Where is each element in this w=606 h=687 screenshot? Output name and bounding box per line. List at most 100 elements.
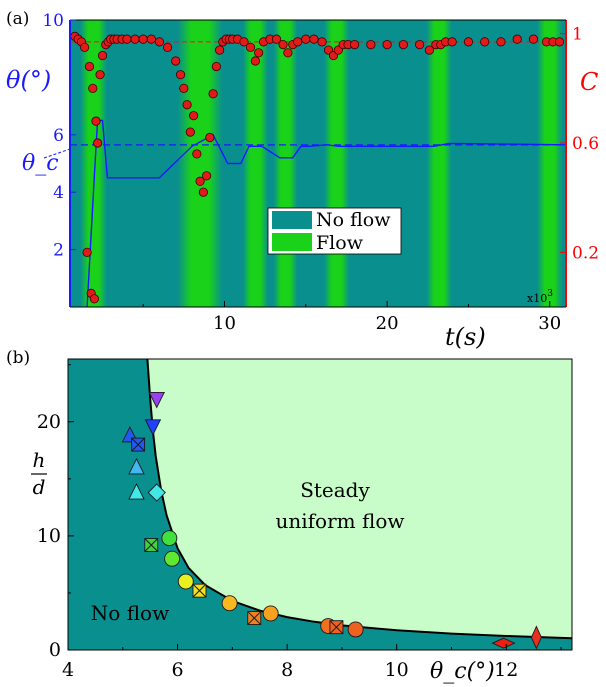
panel-a-label: (a) (6, 9, 29, 29)
x-tick-label-b: 4 (62, 659, 74, 681)
c-point (239, 37, 249, 47)
c-point (97, 50, 108, 61)
c-point (89, 294, 99, 304)
point-square-x-cross (329, 620, 344, 635)
y-right-tick-label: 1 (572, 25, 583, 45)
y-right-label: C (580, 68, 598, 96)
c-point (195, 176, 205, 186)
c-point (208, 89, 218, 99)
x-tick-label-a: 30 (538, 313, 561, 334)
c-point (202, 171, 212, 181)
flow-band (537, 20, 563, 307)
y-right-tick-label: 0.6 (572, 134, 599, 154)
point-square-x-cross (192, 583, 207, 598)
point-square-x-cross (144, 538, 159, 552)
legend: No flow Flow (267, 207, 402, 255)
point-circle (221, 595, 238, 612)
y-tick-label-b: 0 (49, 639, 61, 661)
c-point (95, 70, 105, 80)
c-point (480, 37, 490, 47)
c-point (205, 132, 215, 143)
c-point (93, 138, 103, 148)
y-tick-label-b: 20 (37, 411, 61, 433)
flow-band (324, 20, 350, 307)
c-point (245, 42, 256, 52)
point-circle (262, 605, 279, 622)
c-point (283, 48, 293, 58)
x-tick-label-b: 12 (494, 659, 518, 681)
point-circle (161, 530, 178, 547)
theta-c-label: θ_c (22, 151, 59, 176)
c-point (398, 39, 408, 50)
point-triangle-up (128, 483, 145, 500)
c-point (88, 83, 98, 93)
point-circle (177, 573, 194, 590)
scatter-points (121, 391, 542, 650)
c-point (278, 39, 288, 50)
point-triangle-up (128, 457, 145, 475)
x-tick-label-a: 20 (376, 313, 399, 334)
x-tick-label-b: 10 (385, 659, 409, 681)
c-point (192, 149, 202, 159)
panel-a: (a) 10 20 30 2 4 6 10 0.2 0.6 1 θ(°) θ_c C x103 t… (6, 9, 599, 351)
axis-ticks-b: 4 6 8 10 12 0 10 20 (37, 364, 562, 681)
flow-band (242, 20, 268, 307)
c-point (447, 37, 457, 47)
y-left-tick-label: 6 (53, 126, 64, 146)
point-square-x-cross (131, 437, 145, 452)
c-point (271, 34, 282, 44)
c-point (254, 48, 264, 58)
c-point (162, 42, 173, 52)
c-point (463, 37, 474, 47)
point-diamond (147, 483, 166, 502)
legend-label-flow: Flow (316, 232, 364, 254)
point-triangle-down (144, 419, 162, 436)
c-point (154, 37, 165, 47)
panel-a-background (70, 20, 566, 307)
legend-swatch-flow (272, 233, 312, 251)
c-point (382, 39, 392, 50)
x-label-a: t(s) (445, 323, 486, 351)
c-point (512, 34, 522, 44)
point-circle (347, 621, 364, 638)
plot-frame-b (67, 358, 573, 651)
no-flow-region (68, 359, 572, 650)
c-point (188, 111, 199, 121)
y-left-label: θ(°) (6, 66, 51, 94)
y-label-b-bottom: d (33, 475, 46, 499)
c-point (198, 187, 208, 197)
c-point (84, 61, 95, 72)
c-point (146, 34, 156, 44)
c-point (554, 37, 565, 47)
region-label-no-flow: No flow (91, 601, 169, 625)
x-tick-label-b: 8 (281, 659, 293, 681)
c-point (309, 34, 319, 44)
y-left-tick-label: 10 (42, 11, 64, 31)
point-diamond (491, 637, 516, 649)
c-series (70, 31, 565, 304)
c-point (293, 37, 303, 47)
c-point (122, 34, 132, 44)
c-point (211, 61, 221, 72)
boundary-curve (146, 359, 572, 640)
legend-label-no-flow: No flow (316, 209, 391, 231)
panel-b: (b) 4 6 8 10 12 0 10 20 Steady uniform flow No … (6, 348, 573, 684)
y-label-b-top: h (33, 448, 46, 472)
c-point (528, 34, 539, 44)
c-point (349, 39, 360, 50)
c-point (424, 45, 434, 55)
point-triangle-down (148, 391, 165, 409)
y-left-tick-label: 2 (53, 241, 64, 261)
region-label-uniform: uniform flow (276, 509, 405, 533)
theta-c-pointer (43, 148, 71, 159)
c-point (175, 70, 186, 80)
x-label-b: θ_c(°) (430, 659, 495, 684)
point-square-x-cross (247, 611, 262, 625)
panel-b-label: (b) (6, 348, 30, 368)
flow-band (273, 20, 298, 307)
legend-swatch-no-flow (272, 211, 312, 229)
c-point (366, 39, 376, 50)
c-point (91, 116, 101, 126)
c-point (182, 100, 192, 110)
